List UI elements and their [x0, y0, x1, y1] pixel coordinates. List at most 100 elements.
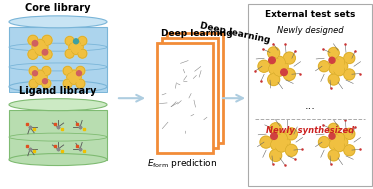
- Circle shape: [258, 60, 270, 72]
- Ellipse shape: [9, 63, 107, 71]
- FancyBboxPatch shape: [167, 33, 223, 143]
- Circle shape: [32, 71, 37, 76]
- Circle shape: [337, 137, 348, 148]
- Circle shape: [74, 43, 83, 52]
- Circle shape: [78, 49, 87, 58]
- Circle shape: [173, 101, 185, 112]
- Circle shape: [67, 73, 76, 82]
- Circle shape: [78, 36, 87, 45]
- Circle shape: [173, 90, 186, 102]
- Circle shape: [275, 132, 287, 144]
- Ellipse shape: [9, 133, 107, 141]
- Circle shape: [334, 65, 345, 76]
- Circle shape: [35, 39, 45, 49]
- FancyArrowPatch shape: [223, 95, 243, 101]
- Circle shape: [337, 61, 348, 72]
- Circle shape: [275, 140, 287, 152]
- Ellipse shape: [9, 16, 107, 28]
- Circle shape: [34, 42, 46, 53]
- Circle shape: [329, 58, 340, 69]
- Circle shape: [63, 66, 72, 75]
- Circle shape: [268, 74, 280, 85]
- Circle shape: [65, 36, 74, 45]
- Circle shape: [270, 123, 282, 135]
- Circle shape: [71, 42, 81, 52]
- Circle shape: [42, 50, 48, 55]
- FancyBboxPatch shape: [9, 69, 107, 92]
- Circle shape: [281, 69, 287, 76]
- Circle shape: [72, 40, 81, 49]
- Circle shape: [334, 133, 345, 144]
- Circle shape: [188, 95, 200, 107]
- Circle shape: [38, 42, 48, 52]
- Circle shape: [329, 57, 335, 63]
- Circle shape: [329, 63, 340, 74]
- FancyArrowPatch shape: [119, 95, 143, 101]
- Circle shape: [35, 45, 45, 55]
- Circle shape: [344, 53, 355, 64]
- Circle shape: [63, 79, 72, 88]
- FancyBboxPatch shape: [248, 4, 372, 186]
- Text: Newly designed: Newly designed: [277, 26, 343, 35]
- Text: Core library: Core library: [25, 3, 91, 13]
- Circle shape: [43, 79, 47, 84]
- Circle shape: [42, 35, 52, 45]
- Circle shape: [69, 72, 79, 82]
- Text: $\it{E}$$_\mathrm{form}$ prediction: $\it{E}$$_\mathrm{form}$ prediction: [147, 156, 217, 170]
- FancyBboxPatch shape: [9, 27, 107, 87]
- Circle shape: [32, 41, 38, 46]
- FancyBboxPatch shape: [9, 110, 107, 160]
- Circle shape: [76, 66, 85, 75]
- FancyBboxPatch shape: [9, 55, 107, 77]
- Circle shape: [76, 71, 81, 76]
- Circle shape: [329, 139, 340, 150]
- Circle shape: [273, 136, 286, 149]
- Circle shape: [329, 133, 335, 139]
- Circle shape: [270, 139, 283, 151]
- Text: External test sets: External test sets: [265, 10, 355, 19]
- Circle shape: [42, 49, 52, 59]
- Ellipse shape: [9, 99, 107, 111]
- Circle shape: [283, 52, 295, 64]
- Circle shape: [188, 79, 200, 91]
- Circle shape: [328, 123, 339, 134]
- Circle shape: [72, 73, 81, 82]
- Circle shape: [283, 68, 295, 81]
- Circle shape: [38, 73, 47, 82]
- Circle shape: [29, 79, 38, 88]
- Circle shape: [35, 70, 44, 79]
- Circle shape: [328, 47, 339, 58]
- FancyBboxPatch shape: [157, 43, 213, 153]
- Text: Newly synthesized: Newly synthesized: [266, 126, 354, 135]
- Circle shape: [269, 63, 280, 75]
- Circle shape: [272, 60, 285, 73]
- Circle shape: [176, 87, 189, 100]
- Circle shape: [29, 66, 38, 75]
- Circle shape: [76, 79, 85, 88]
- Circle shape: [285, 128, 297, 140]
- Circle shape: [178, 91, 190, 103]
- Circle shape: [276, 60, 288, 72]
- Circle shape: [269, 58, 280, 70]
- Circle shape: [319, 137, 329, 148]
- Circle shape: [178, 83, 190, 95]
- Circle shape: [28, 35, 38, 45]
- Circle shape: [42, 66, 51, 75]
- Circle shape: [273, 56, 285, 68]
- Circle shape: [42, 79, 51, 88]
- Text: Ligand library: Ligand library: [19, 86, 97, 96]
- Circle shape: [181, 87, 193, 99]
- FancyBboxPatch shape: [162, 38, 218, 148]
- Circle shape: [173, 74, 185, 86]
- Text: ...: ...: [305, 101, 316, 111]
- FancyBboxPatch shape: [9, 41, 107, 63]
- Circle shape: [319, 61, 329, 72]
- Circle shape: [28, 49, 38, 59]
- Ellipse shape: [9, 81, 107, 93]
- Circle shape: [173, 85, 186, 97]
- Circle shape: [328, 74, 339, 85]
- Ellipse shape: [9, 154, 107, 166]
- Circle shape: [344, 69, 355, 80]
- Circle shape: [334, 57, 345, 68]
- Circle shape: [344, 128, 355, 139]
